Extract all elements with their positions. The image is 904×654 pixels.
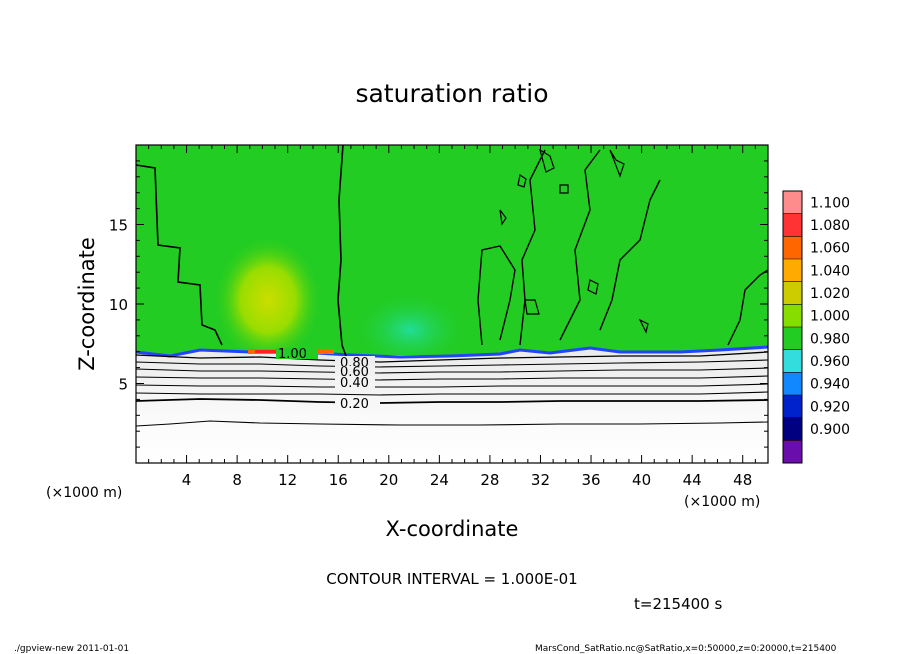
contour-010 [136, 420, 768, 427]
contour-080 [136, 351, 768, 363]
x-tick-label: 8 [232, 471, 242, 489]
x-tick-label: 16 [329, 471, 348, 489]
colorbar: 1.100 1.080 1.060 1.040 1.020 1.000 0.980 0.960… [782, 190, 850, 464]
colorbar-swatch [783, 372, 802, 396]
y-tick-label: 5 [118, 376, 128, 394]
contour-label-020: 0.20 [340, 397, 369, 412]
y-tick-labels: 5 10 15 [109, 217, 128, 394]
colorbar-swatch [783, 259, 802, 283]
axis-ticks [136, 145, 768, 463]
contour-labels: 1.00 0.80 0.60 0.40 0.20 [276, 347, 380, 412]
colorbar-swatch [783, 236, 802, 260]
colorbar-label: 1.000 [810, 309, 850, 325]
contour-label-100: 1.00 [278, 347, 307, 362]
contour-interval-text: CONTOUR INTERVAL = 1.000E-01 [326, 570, 577, 588]
x-unit-left: (×1000 m) [46, 485, 122, 501]
x-tick-label: 32 [531, 471, 550, 489]
footer-right: MarsCond_SatRatio.nc@SatRatio,x=0:50000,… [535, 644, 837, 654]
x-tick-label: 20 [379, 471, 398, 489]
contour-050 [136, 375, 768, 381]
x-tick-label: 24 [430, 471, 449, 489]
colorbar-label: 0.920 [810, 399, 850, 415]
x-tick-label: 44 [683, 471, 702, 489]
footer-left: ./gpview-new 2011-01-01 [14, 644, 129, 654]
colorbar-swatch [783, 349, 802, 373]
colorbar-swatch [783, 417, 802, 441]
colorbar-swatch [783, 281, 802, 305]
colorbar-label: 0.940 [810, 377, 850, 393]
colorbar-label: 0.900 [810, 422, 850, 438]
colorbar-label: 1.060 [810, 241, 850, 257]
contour-060 [136, 367, 768, 374]
x-tick-label: 48 [733, 471, 752, 489]
x-unit-right: (×1000 m) [684, 494, 760, 510]
x-tick-label: 12 [278, 471, 297, 489]
colorbar-swatch [783, 213, 802, 237]
x-tick-label: 4 [182, 471, 192, 489]
chart-title: saturation ratio [355, 79, 548, 108]
x-tick-label: 36 [581, 471, 600, 489]
y-tick-label: 15 [109, 217, 128, 235]
x-tick-label: 40 [632, 471, 651, 489]
subsaturation-patch [350, 290, 470, 370]
contour-030 [136, 391, 768, 396]
colorbar-label: 1.100 [810, 195, 850, 211]
colorbar-label: 0.980 [810, 331, 850, 347]
x-tick-label: 28 [480, 471, 499, 489]
contour-070 [136, 359, 768, 368]
colorbar-swatch [783, 440, 802, 464]
contour-040 [136, 383, 768, 388]
peak-core [255, 350, 285, 353]
x-tick-labels: 4 8 12 16 20 24 28 32 36 40 44 48 [182, 471, 752, 489]
y-axis-label: Z-coordinate [75, 237, 99, 371]
time-label: t=215400 s [634, 595, 722, 613]
contour-100-left [136, 164, 223, 346]
saturation-boundary [136, 345, 768, 359]
colorbar-label: 0.960 [810, 354, 850, 370]
contour-small-features [499, 148, 649, 334]
contour-020 [136, 398, 768, 404]
dry-layer [136, 347, 768, 463]
contour-label-040: 0.40 [340, 376, 369, 391]
y-tick-label: 10 [109, 296, 128, 314]
colorbar-swatch [783, 304, 802, 328]
colorbar-swatch [783, 395, 802, 419]
colorbar-swatch [783, 327, 802, 351]
colorbar-swatch [783, 191, 802, 215]
colorbar-label: 1.040 [810, 263, 850, 279]
colorbar-label: 1.020 [810, 286, 850, 302]
supersaturation-plume [213, 235, 323, 365]
colorbar-label: 1.080 [810, 218, 850, 234]
contour-100-right [477, 149, 768, 346]
contour-100-mid [337, 145, 347, 357]
plot-area [136, 145, 768, 463]
x-axis-label: X-coordinate [386, 517, 519, 541]
